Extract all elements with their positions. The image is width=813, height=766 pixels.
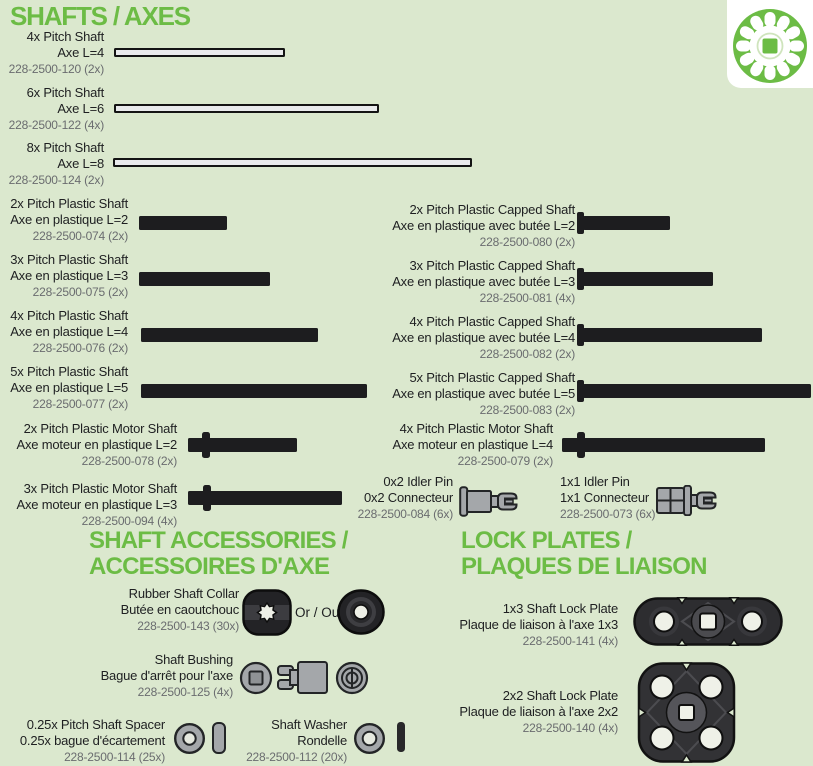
label-2x2-lock-plate: 2x2 Shaft Lock Plate Plaque de liaison à… xyxy=(459,688,618,735)
graphic-2x2-lock-plate xyxy=(637,661,736,764)
or-label: Or / Ou xyxy=(295,605,340,620)
graphic-spacer-front xyxy=(173,722,206,755)
graphic-rubber-collar-side xyxy=(337,589,385,635)
graphic-washer-side xyxy=(397,722,405,752)
graphic-capped-shaft-5x-cap xyxy=(577,380,584,402)
graphic-bushing-front xyxy=(239,661,273,695)
graphic-capped-shaft-2x xyxy=(583,216,670,230)
graphic-bushing-back xyxy=(335,661,369,695)
graphic-metal-shaft-8x xyxy=(113,158,472,167)
label-shaft-bushing: Shaft Bushing Bague d'arrêt pour l'axe 2… xyxy=(100,652,234,699)
graphic-capped-shaft-3x xyxy=(583,272,713,286)
graphic-motor-shaft-4x xyxy=(562,438,765,452)
label-6x-pitch-shaft: 6x Pitch Shaft Axe L=6 228-2500-122 (4x) xyxy=(8,85,105,132)
graphic-capped-shaft-3x-cap xyxy=(577,268,584,290)
graphic-washer-front xyxy=(353,722,386,755)
label-2x-motor-shaft: 2x Pitch Plastic Motor Shaft Axe moteur … xyxy=(16,421,178,468)
kit-badge xyxy=(727,0,813,88)
graphic-metal-shaft-6x xyxy=(114,104,379,113)
graphic-plastic-shaft-4x xyxy=(141,328,318,342)
label-0x2-idler-pin: 0x2 Idler Pin 0x2 Connecteur 228-2500-08… xyxy=(357,474,454,521)
graphic-motor-shaft-3x-pin xyxy=(203,485,211,511)
label-5x-capped-shaft: 5x Pitch Plastic Capped Shaft Axe en pla… xyxy=(392,370,575,417)
label-4x-capped-shaft: 4x Pitch Plastic Capped Shaft Axe en pla… xyxy=(392,314,575,361)
graphic-0x2-idler-pin xyxy=(459,486,519,517)
graphic-capped-shaft-4x-cap xyxy=(577,324,584,346)
graphic-capped-shaft-5x xyxy=(583,384,811,398)
section-title-shafts: SHAFTS / AXES xyxy=(10,1,191,31)
section-title-lock-plates: LOCK PLATES / PLAQUES DE LIAISON xyxy=(461,527,707,580)
label-2x-capped-shaft: 2x Pitch Plastic Capped Shaft Axe en pla… xyxy=(392,202,575,249)
label-3x-plastic-shaft: 3x Pitch Plastic Shaft Axe en plastique … xyxy=(10,252,128,299)
graphic-motor-shaft-3x xyxy=(188,491,342,505)
graphic-1x1-idler-pin xyxy=(656,485,720,516)
graphic-bushing-side xyxy=(277,660,329,695)
graphic-metal-shaft-4x xyxy=(114,48,285,57)
graphic-motor-shaft-4x-pin xyxy=(577,432,585,458)
label-2x-plastic-shaft: 2x Pitch Plastic Shaft Axe en plastique … xyxy=(10,196,128,243)
label-4x-motor-shaft: 4x Pitch Plastic Motor Shaft Axe moteur … xyxy=(392,421,554,468)
gear-icon xyxy=(733,9,807,83)
graphic-motor-shaft-2x xyxy=(188,438,297,452)
graphic-plastic-shaft-2x xyxy=(139,216,227,230)
graphic-motor-shaft-2x-pin xyxy=(202,432,210,458)
label-1x3-lock-plate: 1x3 Shaft Lock Plate Plaque de liaison à… xyxy=(459,601,618,648)
label-4x-pitch-shaft: 4x Pitch Shaft Axe L=4 228-2500-120 (2x) xyxy=(8,29,105,76)
graphic-1x3-lock-plate xyxy=(633,596,783,647)
section-title-accessories: SHAFT ACCESSORIES / ACCESSOIRES D'AXE xyxy=(89,527,348,580)
label-5x-plastic-shaft: 5x Pitch Plastic Shaft Axe en plastique … xyxy=(10,364,128,411)
graphic-capped-shaft-2x-cap xyxy=(577,212,584,234)
graphic-plastic-shaft-5x xyxy=(141,384,367,398)
label-shaft-spacer: 0.25x Pitch Shaft Spacer 0.25x bague d'é… xyxy=(19,717,165,764)
label-3x-motor-shaft: 3x Pitch Plastic Motor Shaft Axe moteur … xyxy=(16,481,178,528)
label-8x-pitch-shaft: 8x Pitch Shaft Axe L=8 228-2500-124 (2x) xyxy=(8,140,105,187)
label-3x-capped-shaft: 3x Pitch Plastic Capped Shaft Axe en pla… xyxy=(392,258,575,305)
label-rubber-shaft-collar: Rubber Shaft Collar Butée en caoutchouc … xyxy=(120,586,240,633)
label-shaft-washer: Shaft Washer Rondelle 228-2500-112 (20x) xyxy=(246,717,347,764)
label-1x1-idler-pin: 1x1 Idler Pin 1x1 Connecteur 228-2500-07… xyxy=(560,474,656,521)
graphic-capped-shaft-4x xyxy=(583,328,762,342)
label-4x-plastic-shaft: 4x Pitch Plastic Shaft Axe en plastique … xyxy=(10,308,128,355)
graphic-rubber-collar-front xyxy=(242,589,292,636)
graphic-plastic-shaft-3x xyxy=(139,272,270,286)
graphic-spacer-side xyxy=(212,722,226,754)
